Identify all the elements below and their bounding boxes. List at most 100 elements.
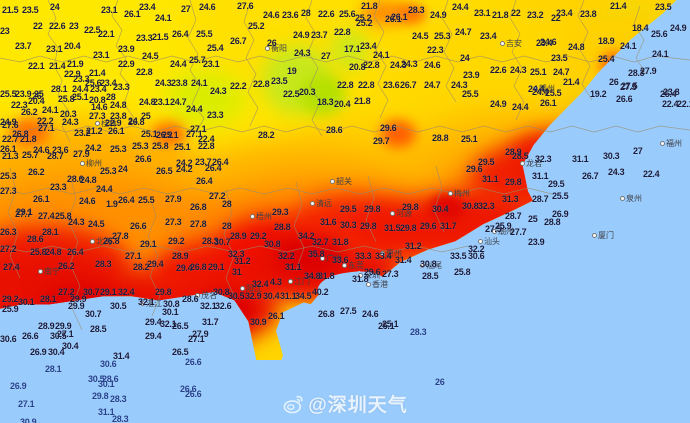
temperature-reading: 21.8 bbox=[492, 10, 509, 20]
temperature-reading: 28.2 bbox=[258, 130, 275, 140]
temperature-reading: 26 bbox=[609, 77, 619, 87]
temperature-reading: 24.8 bbox=[45, 247, 62, 257]
temperature-reading: 20.8 bbox=[349, 62, 366, 72]
temperature-reading: 25.5 bbox=[138, 195, 155, 205]
city-marker-dot bbox=[520, 161, 525, 167]
temperature-reading: 32.3 bbox=[478, 201, 495, 211]
temperature-reading: 23.1 bbox=[101, 5, 118, 15]
temperature-reading: 26.2 bbox=[58, 261, 75, 271]
temperature-reading: 31.5 bbox=[384, 223, 401, 233]
temperature-reading: 26.1 bbox=[391, 12, 408, 22]
city-marker-dot bbox=[592, 233, 597, 239]
temperature-reading: 22.8 bbox=[136, 67, 153, 77]
temperature-reading: 30.7 bbox=[83, 287, 100, 297]
temperature-reading: 26.6 bbox=[22, 331, 39, 341]
temperature-reading: 21.8 bbox=[354, 96, 371, 106]
temperature-reading: 21.4 bbox=[49, 61, 66, 71]
temperature-reading: 26.6 bbox=[185, 357, 202, 367]
temperature-reading: 34.8 bbox=[304, 271, 321, 281]
temperature-reading: 24.7 bbox=[424, 80, 441, 90]
temperature-reading: 27.1 bbox=[190, 124, 207, 134]
city-marker-dot bbox=[380, 251, 385, 257]
temperature-reading: 27.9 bbox=[192, 329, 209, 339]
temperature-reading: 28.1 bbox=[51, 84, 68, 94]
temperature-reading: 24 bbox=[50, 2, 60, 12]
city-name: 汕尾 bbox=[426, 261, 442, 270]
temperature-reading: 26.1 bbox=[124, 9, 141, 19]
temperature-reading: 24.5 bbox=[88, 219, 105, 229]
temperature-reading: 31.1 bbox=[280, 291, 297, 301]
temperature-reading: 23.7 bbox=[311, 30, 328, 40]
temperature-reading: 27 bbox=[181, 4, 191, 14]
temperature-reading: 25.2 bbox=[248, 21, 265, 31]
city-name: 衡阳 bbox=[271, 44, 287, 53]
temperature-reading: 31.7 bbox=[202, 317, 219, 327]
temperature-reading: 29.8 bbox=[155, 287, 172, 297]
city-name: 深圳 bbox=[364, 271, 380, 280]
temperature-reading: 24.2 bbox=[176, 164, 193, 174]
temperature-reading: 19.2 bbox=[590, 89, 607, 99]
temperature-reading: 25.8 bbox=[58, 94, 75, 104]
city-label: 桂林 bbox=[95, 120, 117, 128]
band-red-core-1 bbox=[275, 235, 345, 275]
temperature-reading: 28.1 bbox=[45, 364, 62, 374]
temperature-reading: 30.1 bbox=[162, 307, 179, 317]
temperature-reading: 25.4 bbox=[207, 43, 224, 53]
city-name: 梅州 bbox=[454, 189, 470, 198]
temperature-reading: 23.4 bbox=[480, 31, 497, 41]
temperature-reading: 28.8 bbox=[432, 133, 449, 143]
temperature-reading: 22.6 bbox=[49, 21, 66, 31]
city-marker-dot bbox=[38, 269, 43, 275]
temperature-reading: 26.5 bbox=[172, 347, 189, 357]
temperature-reading: 26.4 bbox=[172, 29, 189, 39]
temperature-reading: 32.4 bbox=[118, 287, 135, 297]
temperature-reading: 27.3 bbox=[89, 111, 106, 121]
temperature-reading: 27.1 bbox=[186, 129, 203, 139]
temperature-reading: 26.8 bbox=[190, 202, 207, 212]
temperature-reading: 22 bbox=[33, 21, 43, 31]
temperature-reading: 25.5 bbox=[0, 89, 17, 99]
temperature-reading: 29.8 bbox=[92, 391, 109, 401]
temperature-reading: 22.2 bbox=[37, 116, 54, 126]
temperature-reading: 25.1 bbox=[141, 129, 158, 139]
temperature-reading: 21.4 bbox=[563, 77, 580, 87]
band-green-patch-3 bbox=[166, 70, 246, 125]
temperature-reading: 25.6 bbox=[339, 9, 356, 19]
temperature-reading: 24.3 bbox=[210, 86, 227, 96]
temperature-reading: 22.2 bbox=[230, 81, 247, 91]
city-label: 汕尾 bbox=[420, 262, 442, 270]
temperature-reading: 23.5 bbox=[271, 76, 288, 86]
temperature-reading: 27.9 bbox=[165, 194, 182, 204]
temperature-reading: 24.4 bbox=[186, 104, 203, 114]
temperature-reading: 25.7 bbox=[189, 55, 206, 65]
temperature-reading: 29.3 bbox=[272, 207, 289, 217]
temperature-reading: 30.6 bbox=[100, 359, 117, 369]
city-label: 深圳 bbox=[358, 272, 380, 280]
city-label: 广州 bbox=[320, 255, 342, 263]
temperature-reading: 26.5 bbox=[156, 166, 173, 176]
temperature-reading: 26.6 bbox=[130, 221, 147, 231]
temperature-reading: 31.4 bbox=[395, 255, 412, 265]
city-name: 福州 bbox=[666, 139, 682, 148]
temperature-reading: 22.8 bbox=[358, 80, 375, 90]
temperature-reading: 27.5 bbox=[620, 82, 637, 92]
temperature-reading: 27.2 bbox=[0, 244, 17, 254]
temperature-reading: 30.7 bbox=[214, 237, 231, 247]
temperature-reading: 25.1 bbox=[72, 92, 89, 102]
temperature-reading: 22 bbox=[551, 13, 561, 23]
temperature-reading: 24.3 bbox=[451, 80, 468, 90]
temperature-reading: 29.6 bbox=[466, 164, 483, 174]
city-label: 吉安 bbox=[500, 40, 522, 48]
temperature-reading: 28.6 bbox=[182, 294, 199, 304]
inland-water-2 bbox=[666, 88, 684, 110]
temperature-reading: 24.1 bbox=[620, 41, 637, 51]
city-label: 梅州 bbox=[448, 190, 470, 198]
city-marker-dot bbox=[240, 286, 245, 292]
city-label: 香港 bbox=[366, 281, 388, 289]
temperature-reading: 27.3 bbox=[165, 217, 182, 227]
temperature-reading: 28 bbox=[222, 199, 232, 209]
temperature-reading: 30.9 bbox=[250, 317, 267, 327]
temperature-reading: 23.8 bbox=[580, 9, 597, 19]
temperature-reading: 28.6 bbox=[326, 125, 343, 135]
temperature-reading: 22.3 bbox=[11, 100, 28, 110]
